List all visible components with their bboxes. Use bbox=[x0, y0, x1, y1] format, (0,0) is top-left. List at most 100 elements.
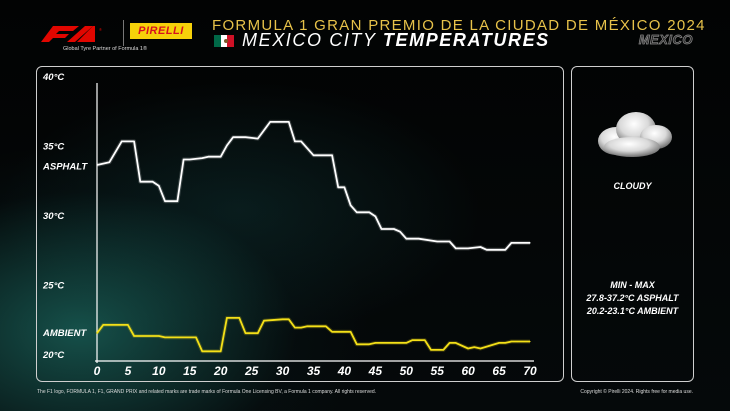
data-point-ambient bbox=[442, 349, 444, 351]
data-point-ambient bbox=[350, 331, 352, 333]
x-tick-label: 10 bbox=[152, 364, 166, 378]
data-point-ambient bbox=[220, 350, 222, 352]
x-tick-label: 30 bbox=[276, 364, 290, 378]
data-point-asphalt bbox=[319, 154, 321, 156]
data-point-asphalt bbox=[96, 164, 98, 166]
data-point-asphalt bbox=[220, 156, 222, 158]
data-point-asphalt bbox=[158, 185, 160, 187]
flag-stripe-green bbox=[214, 35, 221, 47]
data-point-asphalt bbox=[232, 136, 234, 138]
data-point-asphalt bbox=[436, 240, 438, 243]
footer-disclaimer: The F1 logo, FORMULA 1, F1, GRAND PRIX a… bbox=[37, 389, 377, 395]
data-point-ambient bbox=[424, 339, 426, 341]
data-point-asphalt bbox=[226, 144, 228, 147]
series-line-glow bbox=[96, 119, 530, 252]
data-point-asphalt bbox=[393, 228, 395, 230]
data-point-ambient bbox=[510, 340, 513, 343]
f1-logo: ® bbox=[41, 26, 102, 42]
data-point-ambient bbox=[517, 340, 519, 343]
weather-panel: CLOUDY MIN - MAX 27.8-37.2°C ASPHALT 20.… bbox=[571, 66, 694, 382]
data-point-asphalt bbox=[257, 138, 259, 140]
data-point-ambient bbox=[281, 318, 284, 320]
data-point-ambient bbox=[504, 342, 506, 344]
min-max-title: MIN - MAX bbox=[610, 280, 655, 290]
data-point-ambient bbox=[164, 336, 166, 338]
page-title: MEXICO CITY TEMPERATURES bbox=[242, 30, 550, 51]
data-point-asphalt bbox=[368, 211, 370, 213]
data-point-asphalt bbox=[504, 249, 506, 251]
data-point-asphalt bbox=[418, 238, 420, 240]
data-point-ambient bbox=[467, 347, 469, 350]
x-tick-label: 45 bbox=[368, 364, 383, 378]
data-point-asphalt bbox=[139, 181, 141, 183]
x-tick-label: 55 bbox=[431, 364, 445, 378]
data-point-asphalt bbox=[275, 121, 277, 123]
flag-stripe-white bbox=[220, 35, 228, 47]
data-point-asphalt bbox=[244, 136, 247, 138]
data-point-asphalt bbox=[399, 231, 401, 233]
footer-copyright: Copyright © Pirelli 2024. Rights free fo… bbox=[580, 389, 693, 395]
partner-text: Global Tyre Partner of Formula 1® bbox=[63, 46, 148, 52]
x-tick-label: 25 bbox=[244, 364, 259, 378]
data-point-ambient bbox=[96, 332, 98, 334]
data-point-ambient bbox=[325, 325, 327, 327]
y-tick-label: 30°C bbox=[43, 211, 64, 222]
data-point-ambient bbox=[294, 327, 296, 329]
x-tick-label: 35 bbox=[307, 364, 321, 378]
weather-condition: CLOUDY bbox=[613, 181, 652, 191]
data-point-asphalt bbox=[343, 186, 346, 188]
data-point-asphalt bbox=[201, 157, 203, 159]
data-point-asphalt bbox=[405, 238, 407, 240]
y-tick-label: 20°C bbox=[42, 350, 64, 361]
data-point-asphalt bbox=[467, 247, 469, 250]
grand-prix-title: FORMULA 1 GRAN PREMIO DE LA CIUDAD DE MÉ… bbox=[212, 17, 706, 34]
data-point-ambient bbox=[448, 342, 451, 344]
data-point-ambient bbox=[127, 324, 129, 326]
data-point-ambient bbox=[306, 325, 308, 327]
data-point-asphalt bbox=[133, 140, 135, 142]
page-title-emphasis: TEMPERATURES bbox=[382, 30, 550, 50]
pirelli-logo: PIRELLI bbox=[130, 23, 192, 39]
flag-stripe-red bbox=[227, 35, 235, 47]
data-point-ambient bbox=[455, 342, 457, 344]
data-point-asphalt bbox=[300, 140, 302, 142]
data-point-ambient bbox=[158, 335, 160, 337]
x-tick-label: 60 bbox=[461, 364, 475, 378]
x-tick-label: 65 bbox=[492, 364, 506, 378]
data-point-ambient bbox=[133, 335, 135, 337]
data-point-ambient bbox=[108, 324, 110, 326]
data-point-ambient bbox=[356, 343, 358, 345]
page-title-city: MEXICO CITY bbox=[242, 30, 377, 50]
data-point-ambient bbox=[201, 350, 203, 352]
asphalt-range: 27.8-37.2°C ASPHALT bbox=[586, 293, 679, 303]
data-point-ambient bbox=[473, 346, 475, 348]
data-point-asphalt bbox=[529, 242, 531, 244]
ambient-range: 20.2-23.1°C AMBIENT bbox=[586, 306, 679, 316]
x-tick-label: 50 bbox=[400, 364, 414, 378]
data-point-ambient bbox=[238, 317, 240, 319]
data-point-asphalt bbox=[455, 247, 457, 250]
data-point-ambient bbox=[102, 324, 104, 326]
x-tick-label: 5 bbox=[125, 364, 132, 378]
data-point-asphalt bbox=[269, 121, 271, 123]
data-point-ambient bbox=[244, 332, 247, 334]
data-point-ambient bbox=[529, 340, 531, 343]
series-label-ambient: AMBIENT bbox=[42, 328, 87, 339]
data-point-asphalt bbox=[350, 204, 352, 206]
series-label-asphalt: ASPHALT bbox=[42, 161, 88, 172]
x-tick-label: 40 bbox=[337, 364, 352, 378]
data-point-ambient bbox=[195, 336, 197, 338]
data-point-asphalt bbox=[207, 156, 209, 158]
logo-divider bbox=[123, 20, 124, 46]
mexico-flag-icon bbox=[214, 35, 235, 47]
data-point-asphalt bbox=[510, 242, 513, 244]
data-point-asphalt bbox=[183, 158, 185, 161]
data-point-ambient bbox=[411, 339, 414, 341]
svg-text:®: ® bbox=[99, 27, 102, 32]
data-point-ambient bbox=[300, 327, 302, 329]
series-line-asphalt bbox=[96, 121, 530, 251]
data-point-asphalt bbox=[356, 211, 358, 213]
data-point-ambient bbox=[257, 332, 259, 334]
data-point-ambient bbox=[405, 342, 407, 344]
data-point-asphalt bbox=[331, 154, 333, 156]
